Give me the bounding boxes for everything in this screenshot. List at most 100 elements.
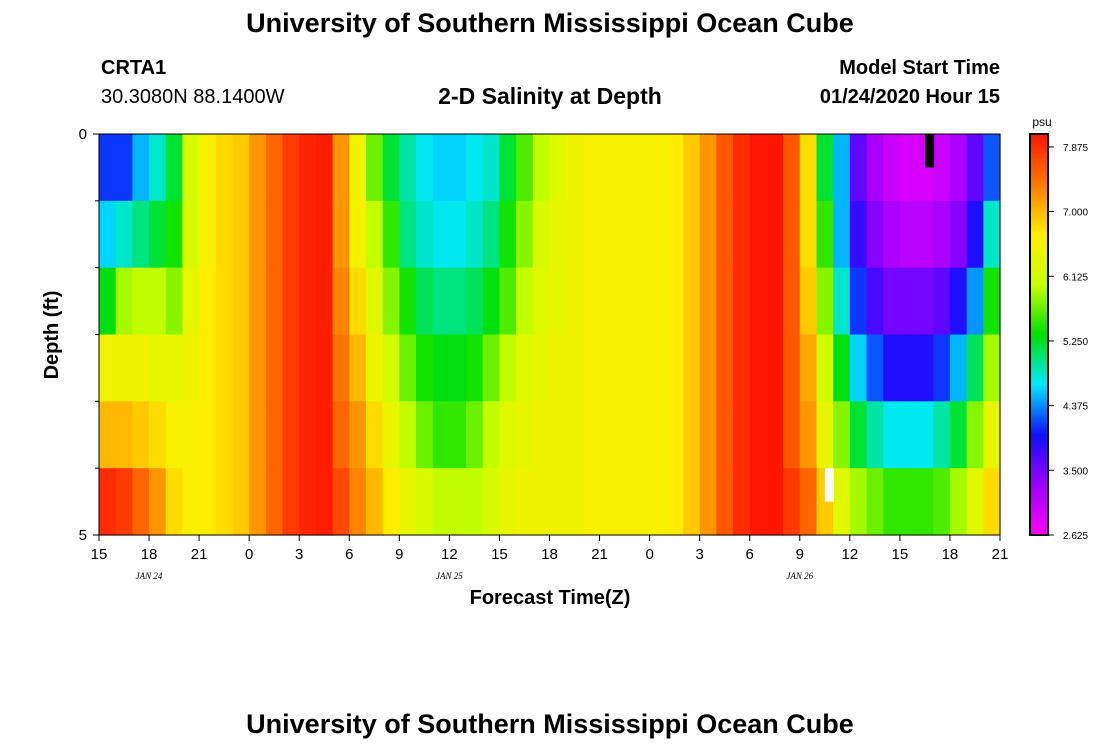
heatmap-cell [666, 267, 684, 336]
heatmap-cell [332, 200, 350, 269]
heatmap-cell [299, 401, 317, 469]
heatmap-cell [165, 267, 184, 336]
heatmap-cell [666, 468, 684, 536]
heatmap-cell [315, 267, 334, 336]
heatmap-cell [983, 200, 1001, 269]
y-axis: 05 [79, 126, 99, 544]
heatmap-cell [232, 401, 250, 469]
heatmap-cell [716, 134, 734, 202]
heatmap-cell [816, 267, 834, 336]
heatmap-cell [699, 401, 717, 469]
heatmap-cell [966, 267, 984, 336]
heatmap-cell [899, 200, 918, 269]
heatmap-cell [399, 334, 417, 402]
heatmap-cell [215, 134, 234, 202]
heatmap-cell [716, 334, 734, 402]
heatmap-cell [949, 134, 968, 202]
heatmap-cell [482, 200, 501, 269]
heatmap-cell [132, 401, 150, 469]
heatmap-cell [349, 401, 367, 469]
heatmap-cell [182, 334, 200, 402]
heatmap-cell [282, 334, 300, 402]
heatmap-cell [482, 134, 501, 202]
heatmap-cell [616, 468, 634, 536]
heatmap-cell [799, 401, 818, 469]
model-start-label: Model Start Time [839, 57, 1000, 79]
x-tick-label: 0 [645, 546, 653, 563]
heatmap-cell [799, 468, 818, 536]
footer-title: University of Southern Mississippi Ocean… [246, 709, 854, 739]
heatmap-cell [866, 134, 884, 202]
heatmap-cell [866, 468, 884, 536]
heatmap-cell [399, 468, 417, 536]
heatmap-cell [499, 134, 517, 202]
x-tick-label: 12 [441, 546, 458, 563]
colorbar-units: psu [1032, 115, 1051, 129]
heatmap-cell [99, 200, 117, 269]
heatmap-cell [883, 200, 901, 269]
heatmap-cell [733, 401, 751, 469]
heatmap-cell [382, 401, 400, 469]
heatmap-cell [232, 200, 250, 269]
heatmap-cell [916, 468, 934, 536]
heatmap-cell [315, 134, 334, 202]
colorbar-tick-label: 4.375 [1063, 402, 1088, 413]
heatmap-cell [482, 334, 501, 402]
heatmap-cell [132, 334, 150, 402]
heatmap-cell [632, 200, 651, 269]
heatmap-cell [899, 334, 918, 402]
heatmap-cell [199, 134, 217, 202]
heatmap-markers [824, 134, 935, 502]
heatmap-cell [199, 468, 217, 536]
heatmap-cell [466, 267, 484, 336]
heatmap-cell [599, 134, 617, 202]
heatmap-cell [149, 200, 167, 269]
heatmap-cell [449, 267, 467, 336]
heatmap-cell [432, 200, 450, 269]
heatmap-cell [315, 401, 334, 469]
heatmap-cell [766, 401, 784, 469]
heatmap-cell [699, 267, 717, 336]
heatmap-cell [482, 468, 501, 536]
heatmap-cell [866, 267, 884, 336]
heatmap-cell [132, 200, 150, 269]
heatmap-cell [516, 468, 534, 536]
colorbar: psu 7.875 7.000 6.125 5.250 4.375 3.500 2.625 [1029, 115, 1088, 542]
heatmap-cell [666, 200, 684, 269]
heatmap-cell [866, 334, 884, 402]
heatmap-cell [933, 134, 951, 202]
heatmap-cell [249, 401, 267, 469]
heatmap-cell [549, 267, 567, 336]
heatmap-cell [332, 134, 350, 202]
heatmap-cell [149, 468, 167, 536]
heatmap-cell [666, 134, 684, 202]
heatmap-cell [849, 401, 868, 469]
heatmap-cell [899, 401, 918, 469]
heatmap-cell [382, 267, 400, 336]
black-marker [924, 134, 935, 168]
heatmap-cell [849, 334, 868, 402]
x-tick-label: 18 [541, 546, 558, 563]
heatmap-cell [149, 334, 167, 402]
heatmap-cell [365, 334, 384, 402]
heatmap-cell [883, 401, 901, 469]
heatmap-cell [816, 134, 834, 202]
heatmap-cell [549, 334, 567, 402]
heatmap-cell [199, 334, 217, 402]
heatmap-cell [516, 401, 534, 469]
heatmap-cell [265, 134, 284, 202]
heatmap-cell [332, 267, 350, 336]
heatmap-cell [182, 200, 200, 269]
heatmap-cell [949, 401, 968, 469]
heatmap-cell [649, 401, 667, 469]
heatmap-cell [516, 267, 534, 336]
heatmap-cell [215, 267, 234, 336]
heatmap-cell [182, 267, 200, 336]
heatmap-cell [733, 468, 751, 536]
heatmap-cell [182, 401, 200, 469]
heatmap-cell [849, 468, 868, 536]
heatmap-cell [983, 401, 1001, 469]
heatmap-cell [165, 468, 184, 536]
heatmap-cell [616, 267, 634, 336]
heatmap-cell [916, 200, 934, 269]
